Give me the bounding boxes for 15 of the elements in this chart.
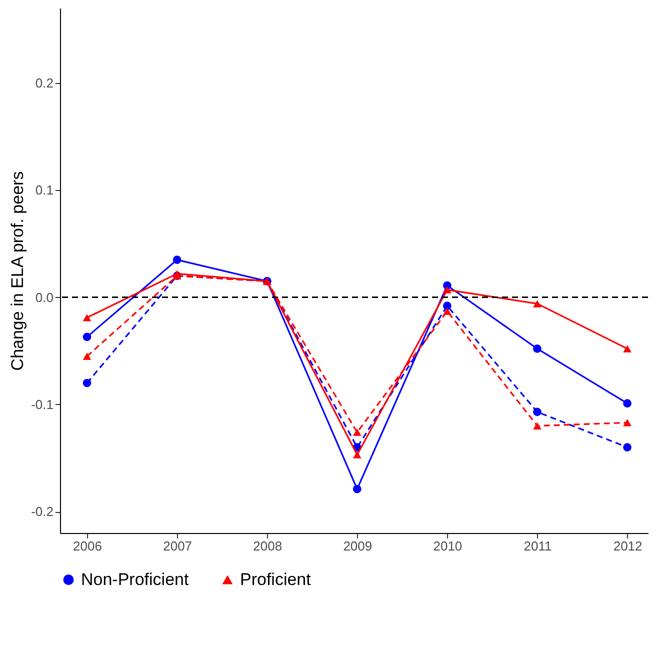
y-tick-label: 0.1 bbox=[35, 182, 54, 198]
x-tick-label: 2010 bbox=[433, 538, 462, 554]
y-tick-label: -0.1 bbox=[31, 396, 54, 412]
y-tick-label: 0.2 bbox=[35, 76, 54, 90]
legend-label: Proficient bbox=[240, 570, 312, 589]
y-tick-label: -0.2 bbox=[31, 504, 54, 520]
x-tick-label: 2009 bbox=[343, 538, 372, 554]
legend-label: Non-Proficient bbox=[81, 570, 189, 589]
y-axis-title: Change in ELA prof. peers bbox=[8, 171, 28, 371]
x-tick-label: 2006 bbox=[73, 538, 102, 554]
y-tick-label: 0.0 bbox=[35, 290, 54, 305]
x-tick-label: 2008 bbox=[253, 538, 282, 554]
x-tick-label: 2012 bbox=[613, 538, 642, 554]
x-tick-label: 2007 bbox=[163, 538, 192, 554]
x-tick-label: 2011 bbox=[524, 538, 552, 554]
